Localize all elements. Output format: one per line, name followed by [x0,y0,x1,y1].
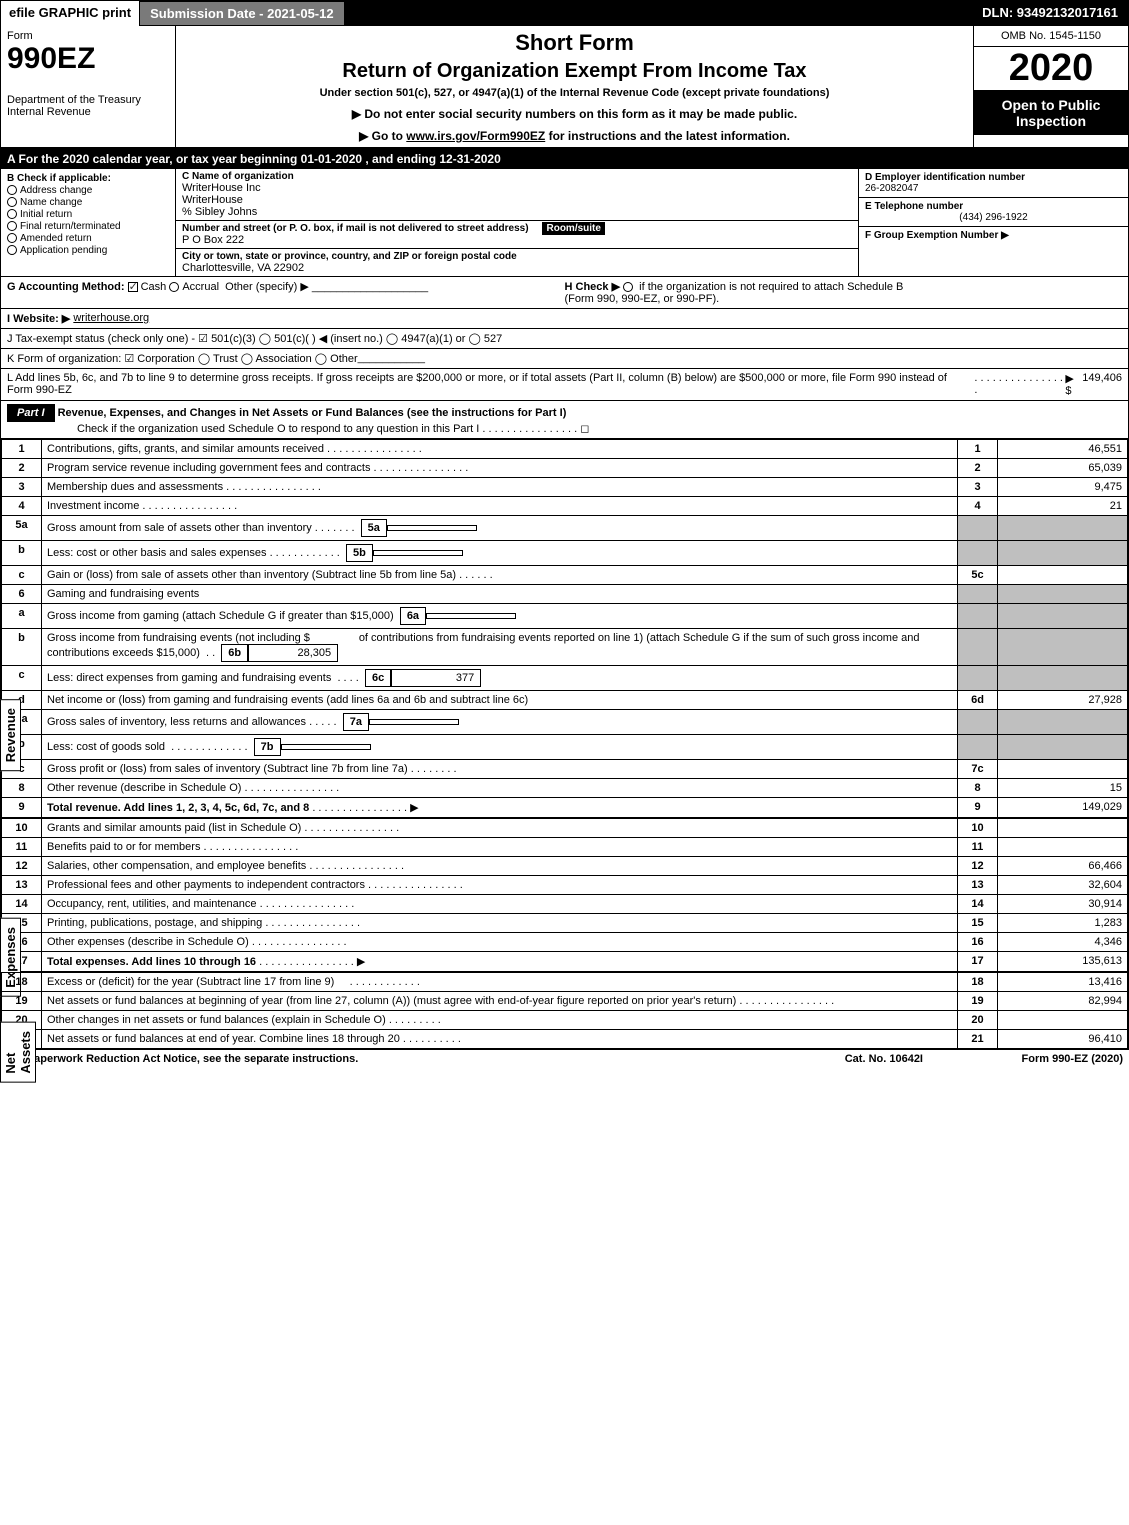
name-change-checkbox[interactable] [7,197,17,207]
public-inspection-label: Open to Public Inspection [974,91,1128,135]
line-16-amount: 4,346 [998,933,1128,952]
section-j-tax-exempt: J Tax-exempt status (check only one) - ☑… [1,329,1128,349]
line-21-amount: 96,410 [998,1030,1128,1049]
return-title: Return of Organization Exempt From Incom… [182,60,967,83]
footer-left: For Paperwork Reduction Act Notice, see … [6,1053,845,1065]
section-d-ein: D Employer identification number 26-2082… [859,169,1128,198]
website-value: writerhouse.org [73,312,149,325]
line-6d-amount: 27,928 [998,691,1128,710]
accrual-checkbox[interactable] [169,282,179,292]
line-18-amount: 13,416 [998,973,1128,992]
final-return-checkbox[interactable] [7,221,17,231]
section-k-form-org: K Form of organization: ☑ Corporation ◯ … [1,349,1128,369]
line-2-amount: 65,039 [998,459,1128,478]
line-11-amount [998,838,1128,857]
line-6b-mid-amount: 28,305 [248,644,338,662]
footer-center: Cat. No. 10642I [845,1053,923,1065]
line-8-amount: 15 [998,779,1128,798]
section-l-gross-receipts: L Add lines 5b, 6c, and 7b to line 9 to … [1,369,1128,401]
revenue-table: 1Contributions, gifts, grants, and simil… [1,439,1128,818]
schedule-b-checkbox[interactable] [623,282,633,292]
cash-checkbox[interactable] [128,282,138,292]
irs-link[interactable]: www.irs.gov/Form990EZ [406,129,545,143]
org-street-row: Number and street (or P. O. box, if mail… [176,221,858,249]
line-5c-amount [998,566,1128,585]
address-change-checkbox[interactable] [7,185,17,195]
instr-link-row: ▶ Go to www.irs.gov/Form990EZ for instru… [182,129,967,143]
section-e-phone: E Telephone number (434) 296-1922 [859,198,1128,227]
section-f-group: F Group Exemption Number ▶ [859,227,1128,244]
amended-return-checkbox[interactable] [7,233,17,243]
form-label: Form [7,30,169,42]
line-1-amount: 46,551 [998,440,1128,459]
line-13-amount: 32,604 [998,876,1128,895]
org-info-block: B Check if applicable: Address change Na… [1,169,1128,277]
top-bar: efile GRAPHIC print Submission Date - 20… [1,1,1128,26]
application-pending-checkbox[interactable] [7,245,17,255]
section-i-website: I Website: ▶ writerhouse.org [1,309,1128,329]
revenue-side-tab: Revenue [0,699,21,771]
row-a-calendar-year: A For the 2020 calendar year, or tax yea… [1,149,1128,169]
line-3-amount: 9,475 [998,478,1128,497]
instr-no-ssn: ▶ Do not enter social security numbers o… [182,107,967,121]
footer-right: Form 990-EZ (2020) [923,1053,1123,1065]
tax-year: 2020 [974,47,1128,91]
netassets-section: Net Assets 18Excess or (deficit) for the… [1,972,1128,1049]
line-20-amount [998,1011,1128,1030]
expenses-table: 10Grants and similar amounts paid (list … [1,818,1128,972]
row-g-h: G Accounting Method: Cash Accrual Other … [1,277,1128,309]
netassets-side-tab: Net Assets [0,1022,36,1083]
line-12-amount: 66,466 [998,857,1128,876]
line-17-amount: 135,613 [998,952,1128,972]
line-6c-mid-amount: 377 [391,669,481,687]
org-name-row: C Name of organization WriterHouse Inc W… [176,169,858,221]
line-19-amount: 82,994 [998,992,1128,1011]
line-15-amount: 1,283 [998,914,1128,933]
line-4-amount: 21 [998,497,1128,516]
org-city-row: City or town, state or province, country… [176,249,858,276]
department-label: Department of the Treasury Internal Reve… [7,94,169,118]
expenses-section: Expenses 10Grants and similar amounts pa… [1,818,1128,972]
omb-number: OMB No. 1545-1150 [974,26,1128,47]
gross-receipts-amount: 149,406 [1082,372,1122,397]
dln-label: DLN: 93492132017161 [972,1,1128,26]
part-i-header-row: Part I Revenue, Expenses, and Changes in… [1,401,1128,439]
line-9-amount: 149,029 [998,798,1128,818]
initial-return-checkbox[interactable] [7,209,17,219]
efile-print-label[interactable]: efile GRAPHIC print [1,1,139,26]
line-7c-amount [998,760,1128,779]
short-form-title: Short Form [182,30,967,56]
netassets-table: 18Excess or (deficit) for the year (Subt… [1,972,1128,1049]
revenue-section: Revenue 1Contributions, gifts, grants, a… [1,439,1128,818]
section-b-checklist: B Check if applicable: Address change Na… [1,169,176,276]
line-14-amount: 30,914 [998,895,1128,914]
form-number: 990EZ [7,42,169,76]
form-header: Form 990EZ Department of the Treasury In… [1,26,1128,149]
section-h-schedule-b: H Check ▶ if the organization is not req… [565,280,1123,305]
line-10-amount [998,819,1128,838]
return-subtitle: Under section 501(c), 527, or 4947(a)(1)… [182,87,967,99]
page-footer: For Paperwork Reduction Act Notice, see … [0,1050,1129,1068]
section-g-accounting: G Accounting Method: Cash Accrual Other … [7,280,565,305]
submission-date-label: Submission Date - 2021-05-12 [139,1,345,26]
part-i-badge: Part I [7,404,55,422]
